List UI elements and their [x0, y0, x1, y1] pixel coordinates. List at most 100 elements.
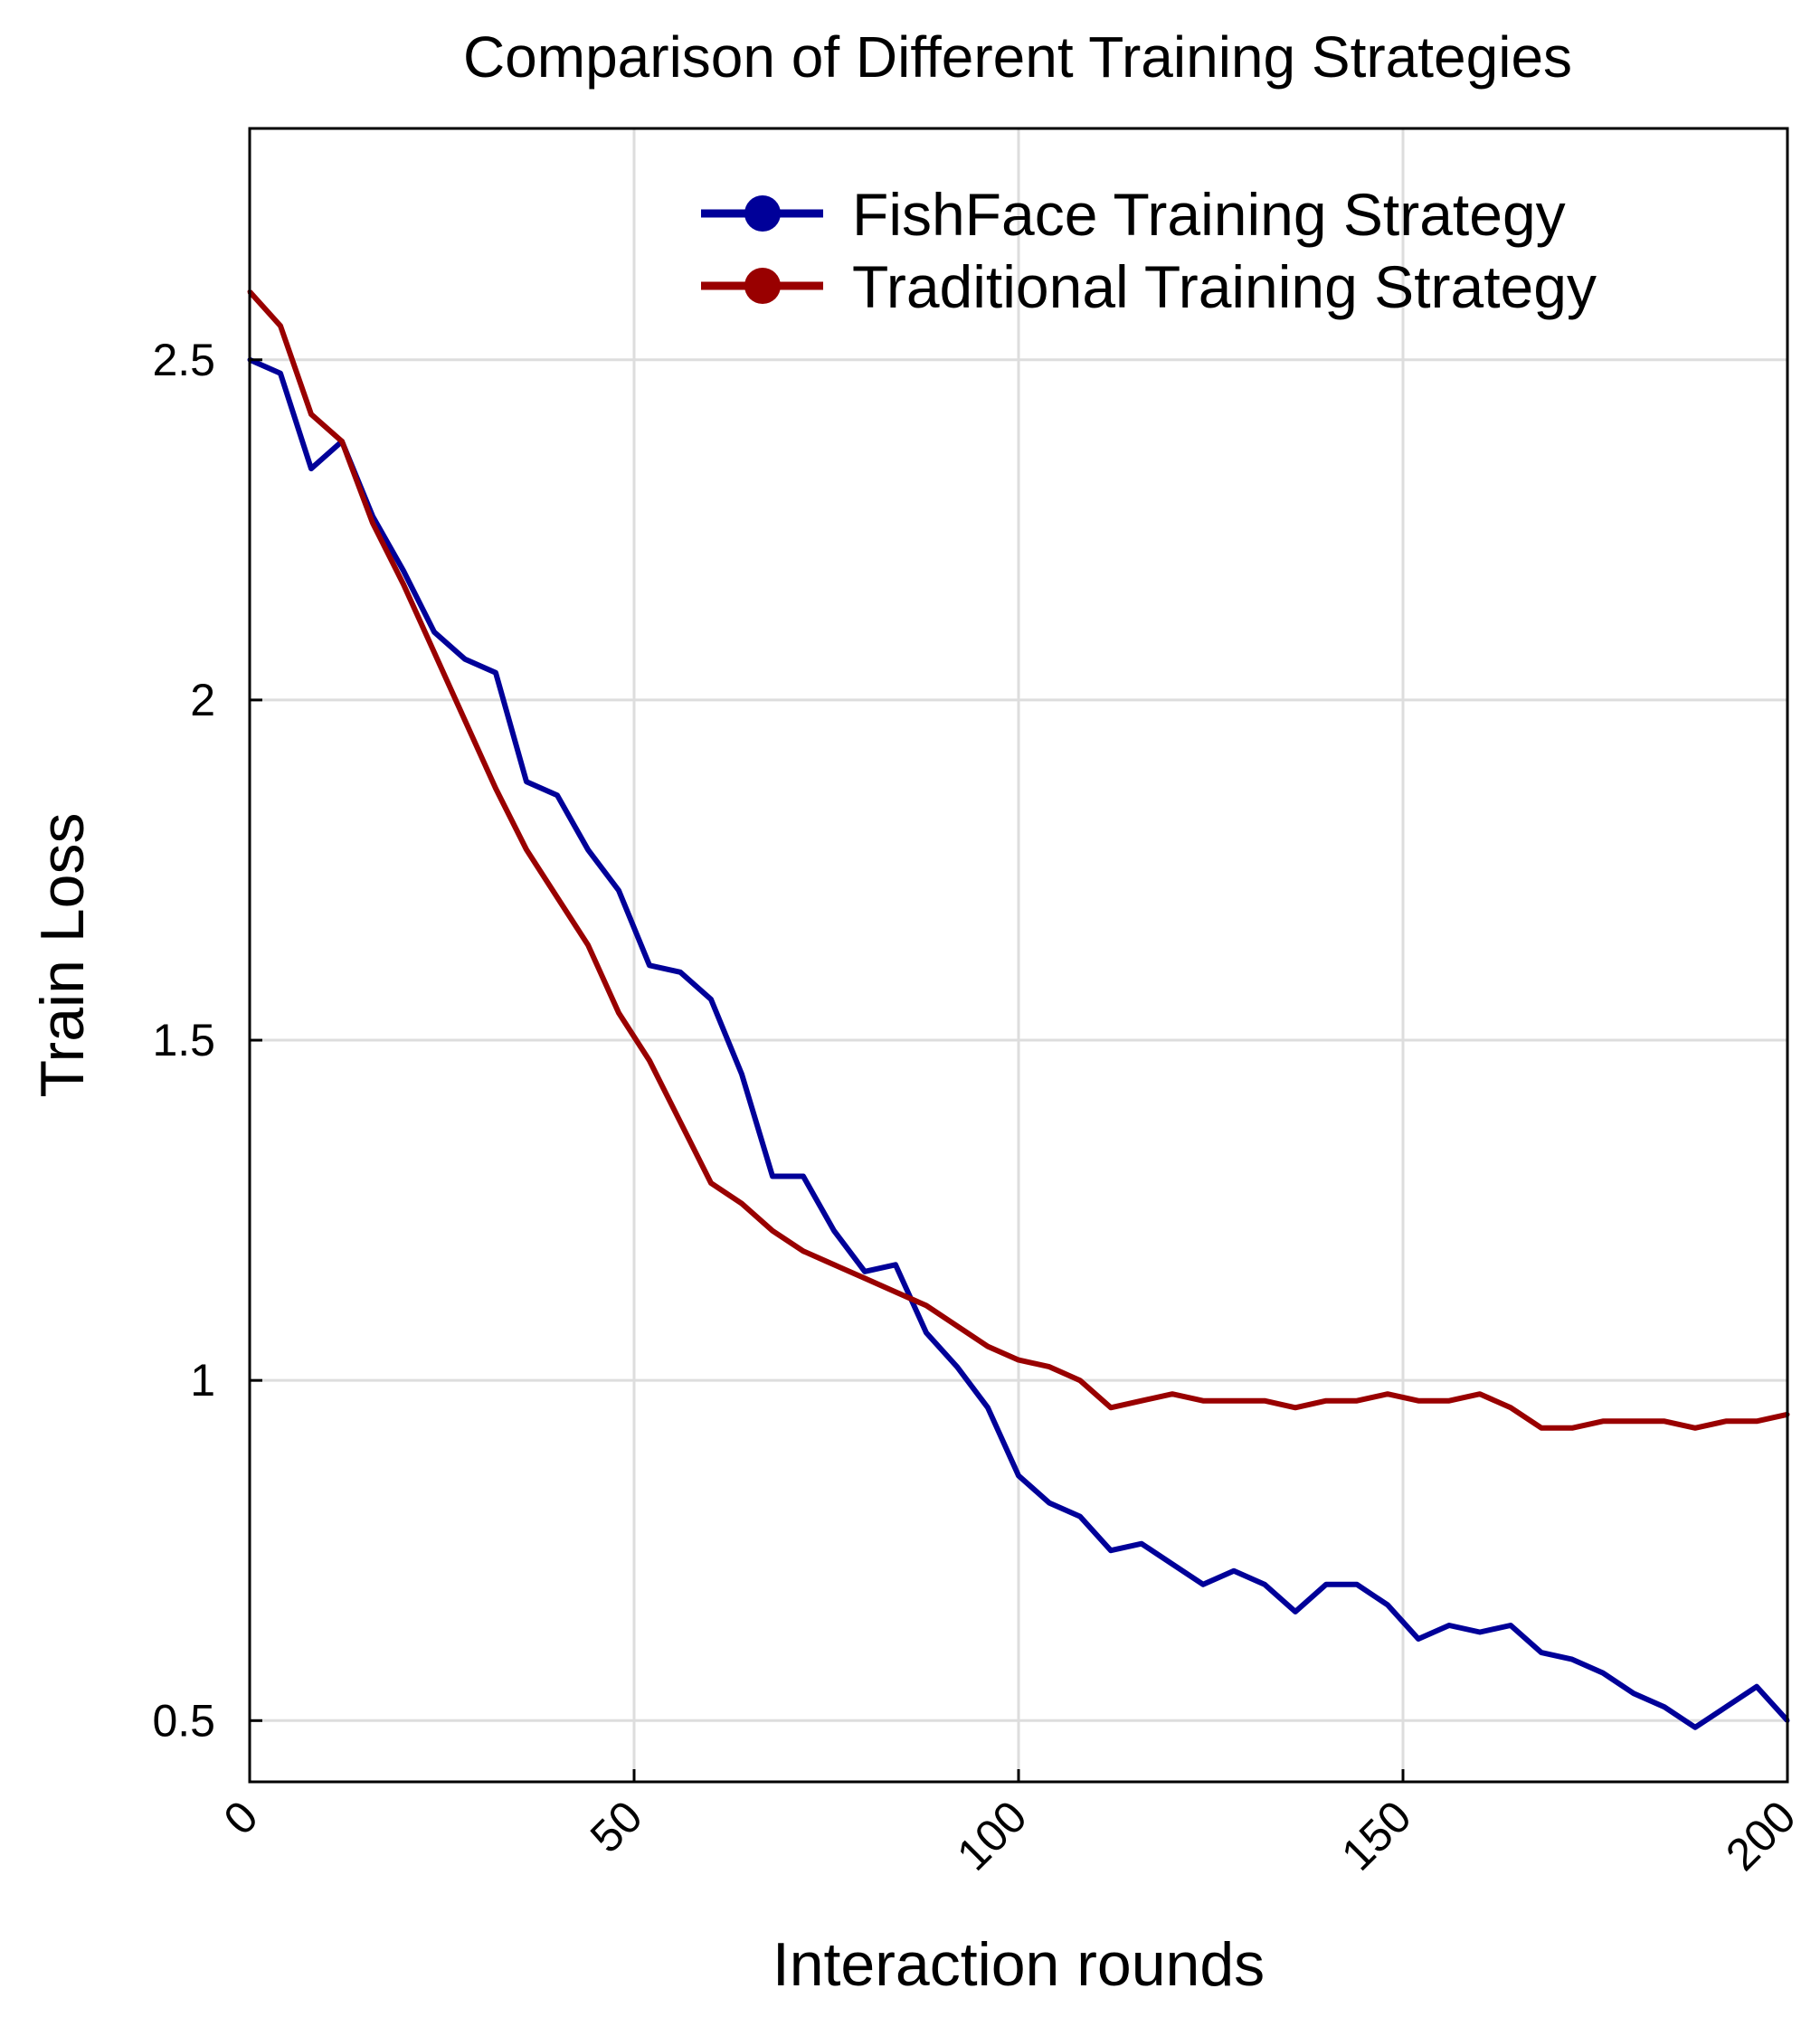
data-point-traditional [1108, 1405, 1114, 1410]
data-point-traditional [985, 1344, 991, 1349]
data-point-fishface [862, 1269, 867, 1274]
data-point-traditional [1077, 1378, 1083, 1383]
data-point-traditional [862, 1275, 867, 1281]
data-point-traditional [1662, 1418, 1667, 1424]
data-point-traditional [1200, 1398, 1206, 1404]
data-point-fishface [1600, 1671, 1606, 1676]
data-point-fishface [1016, 1473, 1021, 1478]
data-point-fishface [954, 1364, 960, 1369]
data-point-traditional [1293, 1405, 1298, 1410]
data-point-traditional [493, 786, 498, 791]
data-point-fishface [431, 630, 437, 635]
data-point-fishface [1723, 1704, 1729, 1709]
data-point-fishface [401, 568, 406, 573]
data-point-traditional [1631, 1418, 1636, 1424]
data-point-traditional [1446, 1398, 1452, 1404]
x-tick-label: 200 [1716, 1791, 1806, 1880]
data-point-traditional [678, 1119, 683, 1124]
data-point-fishface [1569, 1657, 1575, 1662]
data-point-traditional [1569, 1425, 1575, 1431]
data-point-fishface [1692, 1725, 1698, 1730]
data-point-traditional [339, 439, 345, 444]
data-point-traditional [1416, 1398, 1421, 1404]
data-point-traditional [1692, 1425, 1698, 1431]
data-point-fishface [1539, 1650, 1544, 1655]
data-point-fishface [739, 1072, 744, 1077]
data-point-fishface [524, 779, 529, 784]
data-point-traditional [1385, 1391, 1390, 1397]
x-tick-label: 100 [947, 1791, 1037, 1880]
data-point-fishface [462, 657, 468, 662]
data-point-traditional [1016, 1358, 1021, 1363]
data-point-traditional [739, 1201, 744, 1207]
data-point-fishface [985, 1405, 991, 1410]
data-point-traditional [1170, 1391, 1175, 1397]
grid [248, 128, 1789, 1782]
data-point-fishface [924, 1330, 929, 1335]
data-point-traditional [370, 520, 375, 526]
data-point-fishface [493, 670, 498, 676]
data-point-fishface [1047, 1501, 1052, 1506]
data-point-fishface [1416, 1636, 1421, 1642]
data-point-traditional [524, 847, 529, 852]
data-point-fishface [1108, 1548, 1114, 1553]
data-point-fishface [1262, 1582, 1267, 1587]
data-point-fishface [1293, 1609, 1298, 1615]
data-point-fishface [708, 997, 714, 1002]
data-point-fishface [1662, 1704, 1667, 1709]
data-point-fishface [1200, 1582, 1206, 1587]
data-point-fishface [1477, 1630, 1483, 1634]
legend-marker-fishface [744, 195, 781, 232]
x-tick-label: 0 [214, 1791, 268, 1844]
data-point-fishface [616, 888, 621, 893]
data-point-traditional [401, 582, 406, 587]
chart-title: Comparison of Different Training Strateg… [463, 24, 1572, 90]
y-tick-label: 0.5 [152, 1695, 215, 1746]
data-point-traditional [431, 649, 437, 655]
data-point-fishface [585, 847, 591, 852]
y-tick-label: 2.5 [152, 335, 215, 385]
data-point-traditional [1539, 1425, 1544, 1431]
x-axis-label: Interaction rounds [773, 1930, 1265, 1999]
data-point-fishface [278, 371, 283, 376]
data-point-traditional [1600, 1418, 1606, 1424]
legend-marker-traditional [744, 268, 781, 304]
data-point-fishface [801, 1174, 806, 1179]
data-point-traditional [893, 1289, 898, 1294]
data-point-fishface [831, 1228, 837, 1234]
data-point-fishface [1631, 1690, 1636, 1696]
data-point-fishface [1354, 1582, 1360, 1587]
data-point-traditional [278, 323, 283, 328]
data-point-traditional [308, 412, 314, 417]
y-tick-label: 2 [190, 675, 215, 725]
data-point-traditional [585, 942, 591, 948]
data-point-fishface [555, 792, 560, 798]
data-point-traditional [555, 895, 560, 900]
data-point-fishface [1323, 1582, 1329, 1587]
data-point-traditional [616, 1010, 621, 1016]
data-point-fishface [678, 970, 683, 975]
data-point-traditional [708, 1180, 714, 1186]
data-point-fishface [1508, 1623, 1513, 1628]
y-axis-label: Train Loss [28, 813, 97, 1098]
data-point-traditional [924, 1302, 929, 1308]
data-point-traditional [647, 1058, 652, 1064]
data-point-fishface [308, 466, 314, 471]
data-point-traditional [1047, 1364, 1052, 1369]
data-point-traditional [954, 1323, 960, 1329]
data-point-fishface [770, 1174, 775, 1179]
data-point-traditional [1754, 1418, 1759, 1424]
x-tick-label: 50 [581, 1791, 652, 1862]
legend-label-traditional: Traditional Training Strategy [852, 253, 1597, 320]
data-point-fishface [1446, 1623, 1452, 1628]
data-point-traditional [462, 718, 468, 723]
legend-label-fishface: FishFace Training Strategy [852, 181, 1566, 248]
data-point-traditional [770, 1228, 775, 1234]
data-point-traditional [1723, 1418, 1729, 1424]
data-point-traditional [1262, 1398, 1267, 1404]
data-point-fishface [1754, 1684, 1759, 1690]
data-point-traditional [801, 1248, 806, 1254]
data-point-traditional [1231, 1398, 1237, 1404]
